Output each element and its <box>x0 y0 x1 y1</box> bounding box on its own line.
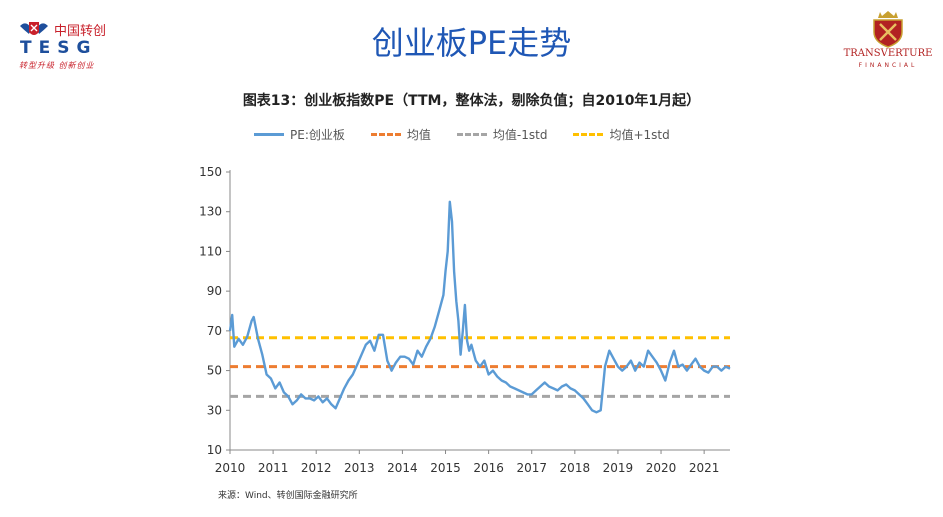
logo-subtitle: FINANCIAL <box>858 62 918 69</box>
legend-item-pe: PE:创业板 <box>254 126 345 143</box>
logo-name: TRANSVERTURE <box>843 48 933 59</box>
transverture-logo: TRANSVERTURE FINANCIAL <box>838 10 938 72</box>
y-tick-label: 10 <box>207 443 222 457</box>
x-tick-label: 2021 <box>689 461 720 475</box>
x-tick-label: 2018 <box>560 461 591 475</box>
brand-slogan: 转型升级 创新创业 <box>19 61 95 70</box>
x-tick-label: 2012 <box>301 461 332 475</box>
x-tick-label: 2013 <box>344 461 375 475</box>
legend-swatch-minus-std <box>456 132 487 136</box>
tesg-logo: 中国转创 TESG 转型升级 创新创业 <box>14 12 124 72</box>
y-tick-label: 130 <box>199 205 222 219</box>
legend-swatch-mean <box>370 132 401 136</box>
legend-label-pe: PE:创业板 <box>290 127 345 142</box>
legend-item-minus-std: 均值-1std <box>456 126 548 143</box>
y-tick-label: 70 <box>207 324 222 338</box>
x-tick-label: 2020 <box>646 461 677 475</box>
x-tick-label: 2011 <box>258 461 289 475</box>
brand-name-cn: 中国转创 <box>54 24 107 39</box>
series-line-pe <box>228 200 731 414</box>
x-tick-label: 2015 <box>430 461 461 475</box>
legend-label-mean: 均值 <box>406 127 431 142</box>
x-tick-label: 2014 <box>387 461 418 475</box>
y-tick-label: 90 <box>207 284 222 298</box>
legend-swatch-plus-std <box>573 132 604 136</box>
chart-title: 图表13：创业板指数PE（TTM，整体法，剔除负值；自2010年1月起） <box>242 93 701 109</box>
shield-crest-icon <box>873 11 903 48</box>
chart-source: 来源：Wind、转创国际金融研究所 <box>218 491 358 501</box>
legend-label-minus-std: 均值-1std <box>492 127 548 142</box>
y-tick-label: 150 <box>199 165 222 179</box>
legend-item-plus-std: 均值+1std <box>573 126 670 143</box>
legend-swatch-pe <box>254 132 284 136</box>
x-tick-label: 2010 <box>215 461 246 475</box>
x-tick-label: 2016 <box>473 461 504 475</box>
y-tick-label: 50 <box>207 364 222 378</box>
y-tick-label: 30 <box>207 403 222 417</box>
wings-crest-icon <box>20 22 48 35</box>
page-title: 创业板PE走势 <box>371 24 572 62</box>
legend-label-plus-std: 均值+1std <box>609 127 670 142</box>
y-tick-label: 110 <box>199 244 222 258</box>
brand-name-en: TESG <box>20 38 98 58</box>
chart-legend: PE:创业板 均值 均值-1std 均值+1std <box>254 124 696 144</box>
legend-item-mean: 均值 <box>370 126 431 143</box>
x-tick-label: 2017 <box>516 461 547 475</box>
x-tick-label: 2019 <box>603 461 634 475</box>
